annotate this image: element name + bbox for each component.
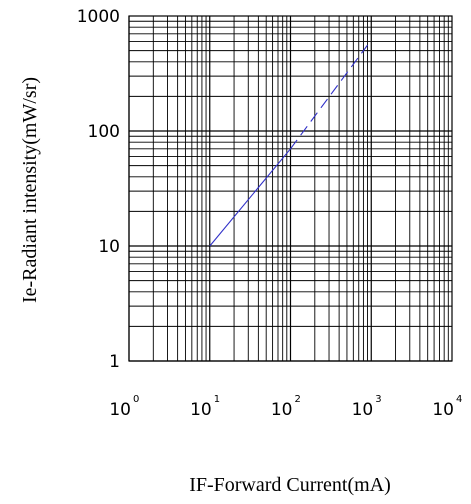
- x-tick-label: 10: [271, 400, 293, 420]
- x-tick-exponent: 3: [375, 394, 381, 405]
- x-tick-label: 10: [352, 400, 374, 420]
- x-tick-label: 10: [109, 400, 131, 420]
- y-tick-labels: 1 10 100 1000: [77, 7, 120, 372]
- x-tick-exponent: 1: [214, 394, 220, 405]
- x-tick-exponent: 4: [456, 394, 462, 405]
- x-tick-exponent: 2: [295, 394, 301, 405]
- x-tick-label: 10: [190, 400, 212, 420]
- series-line-solid: [209, 148, 291, 247]
- series-line-dashed: [290, 44, 369, 150]
- x-tick-label: 10: [432, 400, 454, 420]
- plot-frame: [128, 15, 453, 362]
- y-tick-label: 10: [98, 237, 120, 257]
- data-series: [209, 44, 369, 247]
- x-tick-exponent: 0: [133, 394, 139, 405]
- y-tick-label: 100: [88, 122, 120, 142]
- x-axis-label: IF-Forward Current(mA): [189, 474, 391, 496]
- y-tick-label: 1000: [77, 7, 120, 27]
- y-tick-label: 1: [109, 352, 120, 372]
- y-axis-label: Ie-Radiant intensity(mW/sr): [19, 77, 41, 303]
- plot-grid: [128, 16, 452, 362]
